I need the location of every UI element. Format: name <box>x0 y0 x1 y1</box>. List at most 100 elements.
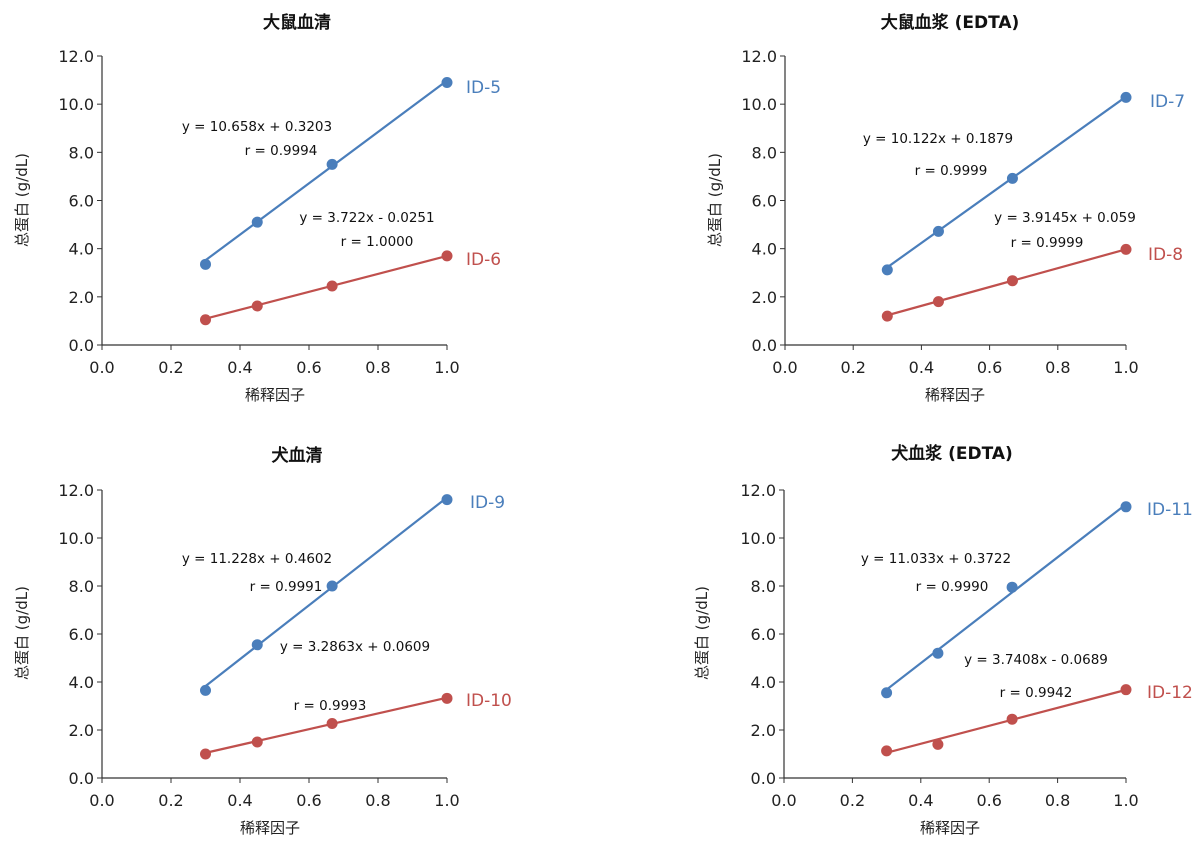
y-tick-label: 4.0 <box>751 673 776 692</box>
data-point-ID-12 <box>881 745 893 757</box>
data-point-ID-5 <box>326 158 338 170</box>
x-tick-label: 0.8 <box>365 358 390 377</box>
y-tick-label: 12.0 <box>741 47 777 66</box>
data-point-ID-8 <box>932 296 944 308</box>
data-point-ID-9 <box>326 580 338 592</box>
y-tick-label: 8.0 <box>752 143 777 162</box>
x-tick-label: 0.2 <box>158 791 183 810</box>
y-tick-label: 2.0 <box>69 721 94 740</box>
r-value-label: r = 0.9942 <box>1000 685 1073 701</box>
data-point-ID-7 <box>1120 91 1132 103</box>
data-point-ID-9 <box>251 639 263 651</box>
data-point-ID-10 <box>441 692 453 704</box>
data-point-ID-5 <box>441 76 453 88</box>
y-tick-label: 12.0 <box>740 481 776 500</box>
x-tick-label: 0.2 <box>840 791 865 810</box>
data-point-ID-7 <box>1006 172 1018 184</box>
trendline-ID-7 <box>886 95 1127 269</box>
x-axis-label: 稀释因子 <box>920 819 980 837</box>
chart-panel-4: 犬血浆 (EDTA) 0.0 2.0 4.0 6.0 8.0 10.0 12.0 0.0 0.2 0… <box>693 443 1193 837</box>
y-tick-label: 8.0 <box>69 577 94 596</box>
trendline-ID-5 <box>204 79 448 262</box>
r-value-label: r = 0.9991 <box>250 579 323 595</box>
series-label: ID-8 <box>1148 245 1183 265</box>
data-point-ID-5 <box>251 216 263 228</box>
r-value-label: r = 0.9990 <box>916 579 989 595</box>
data-point-ID-7 <box>881 264 893 276</box>
data-point-ID-11 <box>1006 581 1018 593</box>
x-tick-label: 0.4 <box>909 358 934 377</box>
x-axis-label: 稀释因子 <box>245 386 305 404</box>
y-axis-label: 总蛋白 (g/dL) <box>706 153 724 247</box>
data-point-ID-8 <box>881 310 893 322</box>
x-tick-label: 0.2 <box>840 358 865 377</box>
y-tick-label: 12.0 <box>58 47 94 66</box>
series-label: ID-5 <box>466 78 501 98</box>
x-tick-label: 0.8 <box>1045 791 1070 810</box>
data-point-ID-10 <box>251 736 263 748</box>
x-tick-label: 0.6 <box>296 791 321 810</box>
chart-panel-2: 大鼠血浆 (EDTA) 0.0 2.0 4.0 6.0 8.0 10.0 12.0 0.0 0.2… <box>706 12 1185 404</box>
data-point-ID-11 <box>932 647 944 659</box>
equation-label: y = 3.9145x + 0.059 <box>994 210 1136 226</box>
trendline-ID-9 <box>204 496 448 687</box>
y-tick-label: 10.0 <box>58 529 94 548</box>
y-axis-label: 总蛋白 (g/dL) <box>693 586 711 680</box>
x-tick-label: 1.0 <box>1113 791 1138 810</box>
data-point-ID-12 <box>1120 684 1132 696</box>
chart-title: 犬血浆 (EDTA) <box>891 443 1013 464</box>
x-axis-label: 稀释因子 <box>240 819 300 837</box>
chart-panel-3: 犬血清 0.0 2.0 4.0 6.0 8.0 10.0 12.0 0.0 0.2 0.4 0.6 0.… <box>13 445 512 837</box>
data-point-ID-5 <box>200 258 211 270</box>
data-point-ID-11 <box>1120 501 1132 513</box>
x-tick-label: 0.6 <box>976 791 1001 810</box>
y-axis-label: 总蛋白 (g/dL) <box>13 153 31 247</box>
y-tick-label: 6.0 <box>69 192 94 211</box>
chart-title: 犬血清 <box>272 445 323 466</box>
equation-label: y = 10.122x + 0.1879 <box>863 131 1013 147</box>
series-label: ID-10 <box>466 691 512 711</box>
chart-panel-1: 大鼠血清 0.0 2.0 4.0 6.0 8.0 10.0 12.0 0.0 0.2 0.4 0.6 0… <box>13 12 501 404</box>
r-value-label: r = 0.9999 <box>1011 235 1084 251</box>
y-tick-label: 8.0 <box>751 577 776 596</box>
x-tick-label: 0.8 <box>365 791 390 810</box>
data-point-ID-8 <box>1120 243 1132 255</box>
data-point-ID-6 <box>200 314 211 326</box>
x-tick-label: 0.0 <box>89 791 114 810</box>
x-tick-label: 0.4 <box>908 791 933 810</box>
x-tick-label: 0.4 <box>227 358 252 377</box>
data-point-ID-12 <box>932 738 944 750</box>
trendline-ID-6 <box>205 254 448 320</box>
data-point-ID-6 <box>251 300 263 312</box>
y-tick-label: 10.0 <box>740 529 776 548</box>
chart-title: 大鼠血清 <box>263 12 331 33</box>
x-tick-label: 0.0 <box>89 358 114 377</box>
equation-label: y = 3.722x - 0.0251 <box>299 210 434 226</box>
y-tick-label: 6.0 <box>69 625 94 644</box>
chart-title: 大鼠血浆 (EDTA) <box>881 12 1020 33</box>
data-point-ID-9 <box>441 494 453 506</box>
r-value-label: r = 0.9994 <box>245 143 318 159</box>
trendline-ID-8 <box>887 248 1127 317</box>
series-label: ID-12 <box>1147 683 1193 703</box>
trendline-ID-10 <box>205 696 448 754</box>
data-point-ID-9 <box>200 684 211 696</box>
x-tick-label: 1.0 <box>434 791 459 810</box>
data-point-ID-10 <box>326 718 338 730</box>
y-tick-label: 12.0 <box>58 481 94 500</box>
y-tick-label: 8.0 <box>69 143 94 162</box>
y-tick-label: 0.0 <box>752 336 777 355</box>
y-tick-label: 4.0 <box>69 673 94 692</box>
r-value-label: r = 1.0000 <box>341 234 414 250</box>
y-tick-label: 6.0 <box>751 625 776 644</box>
data-point-ID-12 <box>1006 713 1018 725</box>
equation-label: y = 3.7408x - 0.0689 <box>964 652 1108 668</box>
series-label: ID-9 <box>470 493 505 513</box>
x-tick-label: 0.4 <box>227 791 252 810</box>
y-tick-label: 10.0 <box>58 95 94 114</box>
series-label: ID-7 <box>1150 92 1185 112</box>
equation-label: y = 10.658x + 0.3203 <box>182 119 332 135</box>
y-tick-label: 2.0 <box>751 721 776 740</box>
x-tick-label: 0.0 <box>771 791 796 810</box>
